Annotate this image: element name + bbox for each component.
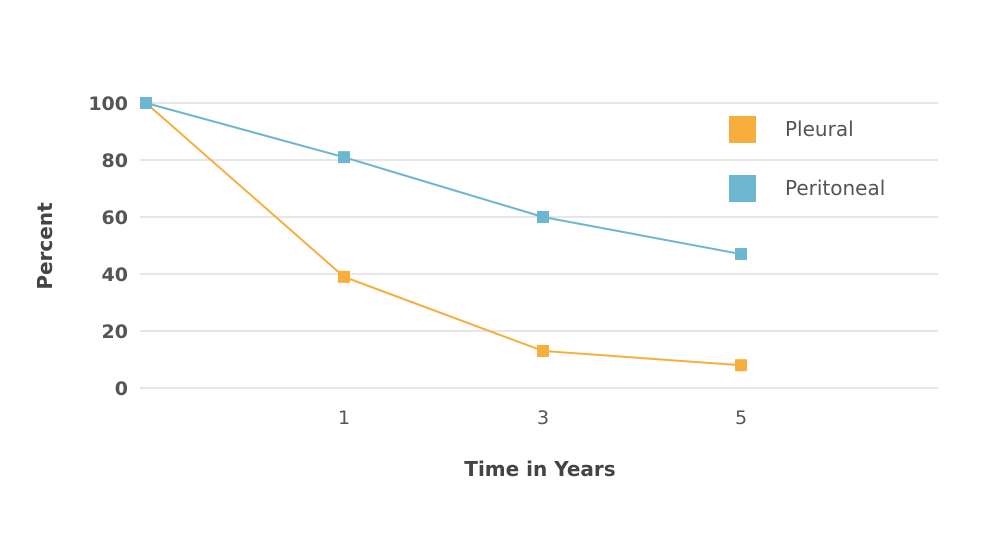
data-point [537, 211, 549, 223]
legend-label: Peritoneal [785, 176, 885, 200]
x-axis-label: Time in Years [464, 457, 615, 481]
y-tick-label: 20 [102, 321, 128, 343]
series-peritoneal [140, 97, 747, 261]
x-tick-label: 5 [735, 407, 747, 429]
x-axis-ticks: 1 3 5 [338, 407, 747, 429]
y-tick-label: 100 [88, 93, 128, 115]
y-axis-ticks: 0 20 40 60 80 100 [88, 93, 128, 400]
series-line [145, 102, 742, 256]
y-tick-label: 60 [102, 207, 128, 229]
y-tick-label: 40 [102, 264, 128, 286]
legend-item: Pleural [729, 116, 854, 143]
x-tick-label: 3 [537, 407, 549, 429]
grid-lines [140, 102, 938, 389]
legend-swatch [729, 175, 756, 202]
data-point [338, 270, 350, 283]
series-pleural [140, 97, 747, 372]
data-point [735, 359, 747, 372]
x-tick-label: 1 [338, 407, 350, 429]
data-point [140, 97, 152, 109]
data-point [537, 344, 549, 357]
series-layer [140, 97, 747, 372]
legend: Pleural Peritoneal [729, 116, 885, 202]
legend-swatch [729, 116, 756, 143]
y-axis-label: Percent [33, 202, 57, 290]
y-tick-label: 80 [102, 150, 128, 172]
legend-label: Pleural [785, 117, 854, 141]
data-point [338, 151, 350, 164]
legend-item: Peritoneal [729, 175, 885, 202]
data-point [735, 248, 747, 261]
series-line [145, 102, 742, 367]
y-tick-label: 0 [115, 378, 128, 400]
